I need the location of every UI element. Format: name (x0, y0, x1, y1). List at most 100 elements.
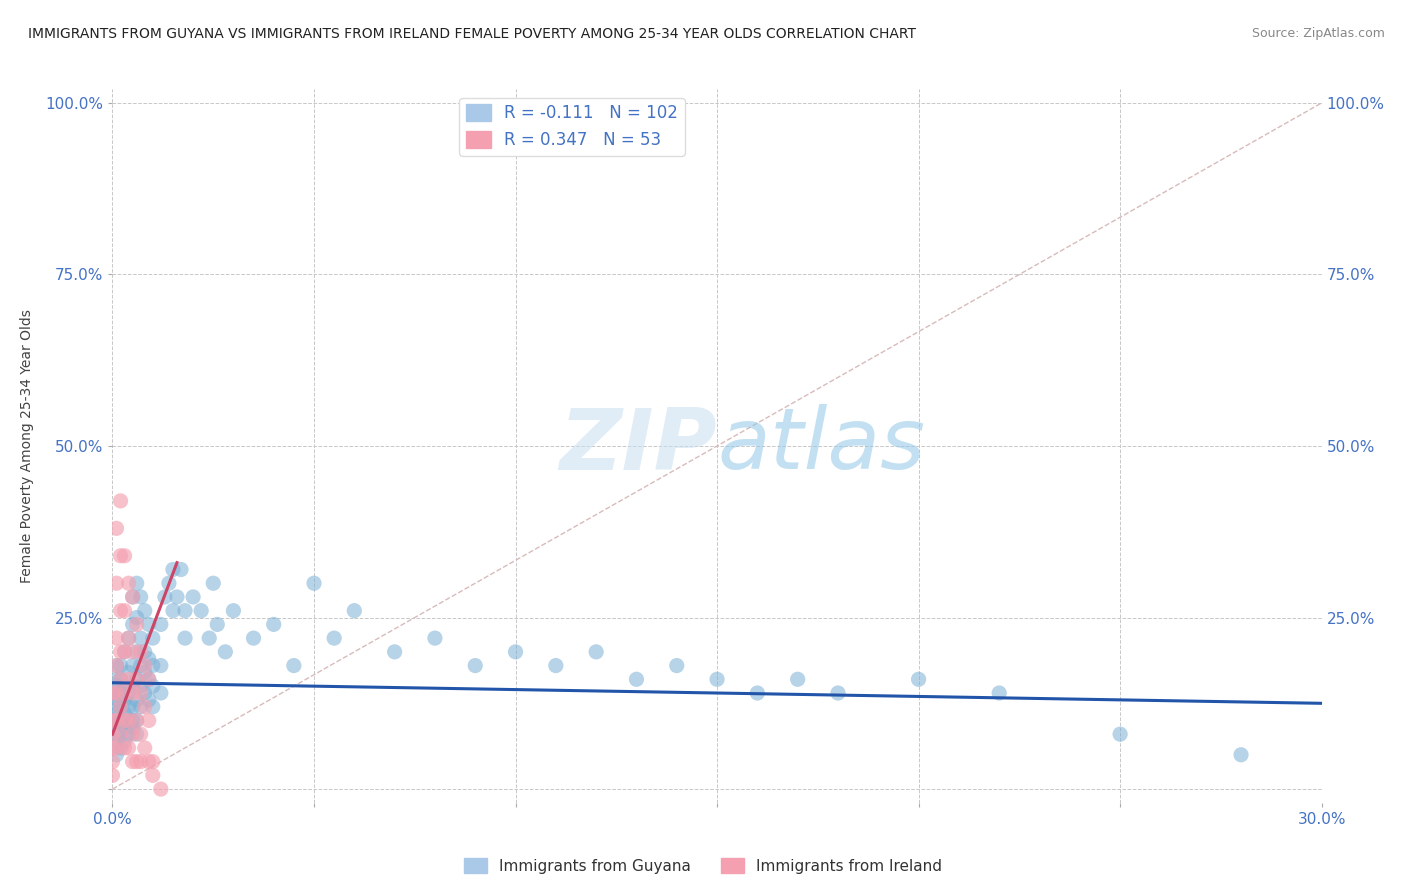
Point (105, 521, 128, 535)
Point (110, 740, 132, 755)
Point (190, 604, 212, 618)
Point (125, 645, 148, 659)
Point (302, 576, 325, 591)
Point (110, 686, 132, 700)
Point (384, 645, 406, 659)
Point (117, 727, 139, 741)
Point (125, 673, 148, 687)
Point (105, 631, 128, 645)
Point (110, 549, 132, 563)
Point (114, 714, 136, 728)
Point (142, 768, 165, 782)
Point (125, 673, 148, 687)
Point (153, 590, 176, 604)
Point (142, 658, 165, 673)
Point (149, 686, 172, 700)
Point (110, 645, 132, 659)
Point (129, 699, 152, 714)
Text: IMMIGRANTS FROM GUYANA VS IMMIGRANTS FROM IRELAND FEMALE POVERTY AMONG 25-34 YEA: IMMIGRANTS FROM GUYANA VS IMMIGRANTS FRO… (28, 27, 917, 41)
Point (114, 720, 136, 734)
Point (129, 631, 152, 645)
Point (125, 576, 148, 591)
Point (138, 673, 160, 687)
Point (105, 658, 128, 673)
Point (138, 693, 160, 707)
Point (105, 673, 128, 687)
Point (114, 549, 136, 563)
Point (114, 706, 136, 721)
Point (174, 604, 197, 618)
Point (134, 740, 156, 755)
Point (114, 693, 136, 707)
Point (101, 755, 124, 769)
Point (138, 755, 160, 769)
Point (114, 740, 136, 755)
Point (138, 617, 160, 632)
Point (105, 686, 128, 700)
Point (125, 714, 148, 728)
Point (117, 673, 139, 687)
Point (114, 604, 136, 618)
Legend: R = -0.111   N = 102, R = 0.347   N = 53: R = -0.111 N = 102, R = 0.347 N = 53 (460, 97, 685, 155)
Point (121, 755, 143, 769)
Point (129, 727, 152, 741)
Point (121, 658, 143, 673)
Point (134, 604, 156, 618)
Point (105, 576, 128, 591)
Point (134, 665, 156, 680)
Point (157, 576, 180, 591)
Point (134, 686, 156, 700)
Text: atlas: atlas (717, 404, 925, 488)
Point (121, 590, 143, 604)
Point (105, 740, 128, 755)
Point (117, 740, 139, 755)
Point (125, 617, 148, 632)
Point (125, 714, 148, 728)
Point (166, 590, 188, 604)
Point (105, 658, 128, 673)
Point (110, 727, 132, 741)
Point (323, 631, 346, 645)
Point (149, 617, 172, 632)
Point (114, 645, 136, 659)
Point (129, 645, 152, 659)
Point (142, 631, 165, 645)
Point (665, 658, 688, 673)
Point (706, 673, 728, 687)
Point (142, 755, 165, 769)
Point (1109, 727, 1132, 741)
Point (505, 645, 527, 659)
Point (121, 590, 143, 604)
Point (121, 686, 143, 700)
Point (242, 631, 264, 645)
Point (988, 686, 1011, 700)
Point (110, 699, 132, 714)
Point (117, 714, 139, 728)
Point (138, 714, 160, 728)
Legend: Immigrants from Guyana, Immigrants from Ireland: Immigrants from Guyana, Immigrants from … (457, 852, 949, 880)
Point (125, 610, 148, 624)
Point (129, 755, 152, 769)
Point (827, 686, 849, 700)
Point (114, 686, 136, 700)
Point (121, 617, 143, 632)
Point (110, 699, 132, 714)
Point (105, 706, 128, 721)
Point (105, 734, 128, 748)
Text: Source: ZipAtlas.com: Source: ZipAtlas.com (1251, 27, 1385, 40)
Point (121, 699, 143, 714)
Point (105, 714, 128, 728)
Point (101, 686, 124, 700)
Text: ZIP: ZIP (560, 404, 717, 488)
Point (101, 686, 124, 700)
Point (117, 631, 139, 645)
Point (101, 714, 124, 728)
Point (110, 658, 132, 673)
Point (121, 727, 143, 741)
Point (117, 714, 139, 728)
Point (747, 686, 769, 700)
Point (105, 679, 128, 693)
Point (114, 645, 136, 659)
Y-axis label: Female Poverty Among 25-34 Year Olds: Female Poverty Among 25-34 Year Olds (20, 309, 34, 583)
Point (174, 631, 197, 645)
